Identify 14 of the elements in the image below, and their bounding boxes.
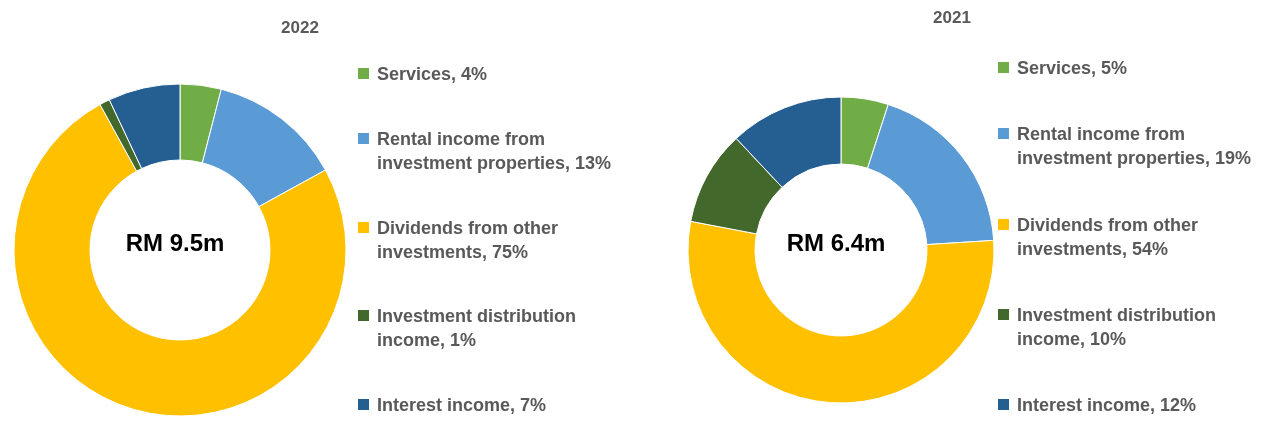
legend-label: Dividends from other investments, 54% [1017, 213, 1200, 261]
legend-label: Interest income, 12% [1017, 394, 1197, 417]
legend-label: Interest income, 7% [377, 394, 547, 417]
text: RM 6.4m [785, 229, 887, 257]
legend-label: Services, 5% [1017, 57, 1128, 80]
legend-label: Investment distribution income, 1% [377, 305, 577, 353]
chart-title: 2021 [932, 8, 972, 28]
legend-label: Rental income from investment properties, 13% [377, 127, 613, 175]
legend-label: Rental income from investment properties, 19% [1017, 123, 1253, 171]
legend-label: Dividends from other investments, 75% [377, 216, 560, 264]
legend-label: Investment distribution income, 10% [1017, 303, 1217, 351]
text: RM 9.5m [124, 229, 226, 257]
legend-label: Services, 4% [377, 63, 488, 86]
chart-title: 2022 [280, 18, 320, 38]
